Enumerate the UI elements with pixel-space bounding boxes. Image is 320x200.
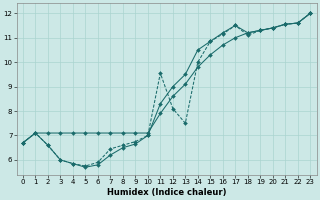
X-axis label: Humidex (Indice chaleur): Humidex (Indice chaleur)	[107, 188, 226, 197]
